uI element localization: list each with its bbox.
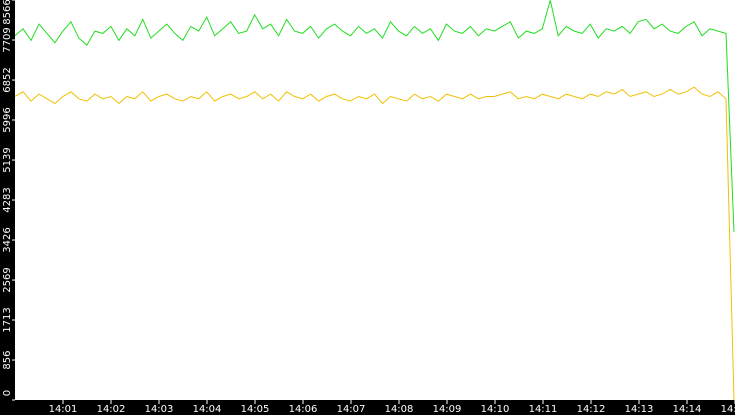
- x-tick-label: 14:11: [529, 404, 558, 415]
- x-tick-label: 14:12: [577, 404, 606, 415]
- plot-area: [15, 0, 735, 400]
- y-tick-label: 0: [2, 390, 13, 396]
- x-tick-label: 14:14: [673, 404, 702, 415]
- y-tick-label: 8566: [2, 0, 13, 25]
- x-tick-label: 14:09: [433, 404, 462, 415]
- y-tick-label: 7709: [2, 27, 13, 52]
- x-tick-label: 14:08: [385, 404, 414, 415]
- plot-lines: [15, 0, 735, 400]
- y-tick-label: 4283: [2, 187, 13, 212]
- y-tick-label: 1713: [2, 307, 13, 332]
- y-tick-label: 5139: [2, 147, 13, 172]
- y-tick-label: 2569: [2, 267, 13, 292]
- y-tick-label: 6852: [2, 67, 13, 92]
- y-tick-label: 856: [2, 350, 13, 369]
- x-tick-label: 14:10: [481, 404, 510, 415]
- x-tick-label: 14:07: [337, 404, 366, 415]
- y-tick-label: 5996: [2, 107, 13, 132]
- x-tick-label: 14:04: [193, 404, 222, 415]
- y-tick-label: 3426: [2, 227, 13, 252]
- series-line: [15, 86, 735, 400]
- series-line: [15, 0, 735, 232]
- x-tick-label: 14:13: [625, 404, 654, 415]
- x-tick-label: 14:01: [49, 404, 78, 415]
- x-tick-label: 14:15: [721, 404, 735, 415]
- x-tick-label: 14:06: [289, 404, 318, 415]
- x-tick-label: 14:03: [145, 404, 174, 415]
- x-tick-label: 14:02: [97, 404, 126, 415]
- x-tick-label: 14:05: [241, 404, 270, 415]
